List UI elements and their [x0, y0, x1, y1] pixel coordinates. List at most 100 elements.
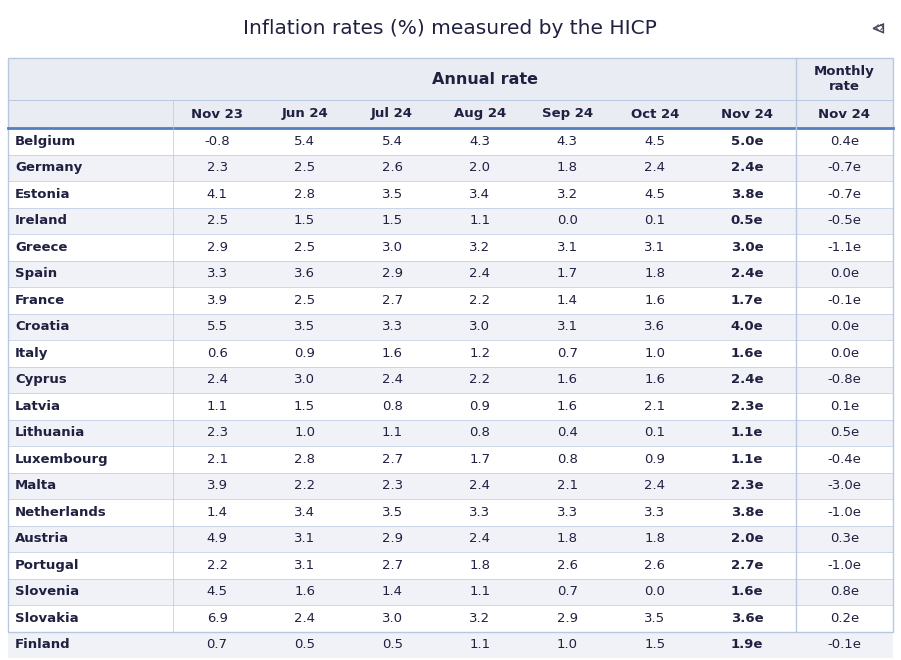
Text: 1.8: 1.8 [557, 532, 578, 545]
Text: 3.0e: 3.0e [731, 241, 763, 253]
Text: 2.4e: 2.4e [731, 161, 763, 174]
Text: 1.1: 1.1 [469, 214, 490, 227]
Text: 1.6e: 1.6e [731, 585, 763, 598]
Text: 2.7e: 2.7e [731, 559, 763, 572]
Text: 1.6: 1.6 [382, 346, 403, 360]
Text: 2.2: 2.2 [294, 479, 315, 492]
Text: 4.9: 4.9 [206, 532, 228, 545]
Text: 3.3: 3.3 [206, 267, 228, 280]
Text: 1.6: 1.6 [644, 294, 665, 307]
Text: 2.3: 2.3 [206, 426, 228, 440]
Text: -0.7e: -0.7e [827, 161, 861, 174]
Text: 2.4e: 2.4e [731, 374, 763, 386]
Text: -0.1e: -0.1e [827, 294, 861, 307]
Text: 1.7e: 1.7e [731, 294, 763, 307]
Text: 2.3: 2.3 [382, 479, 403, 492]
Text: 1.6: 1.6 [557, 374, 578, 386]
Text: 1.1: 1.1 [382, 426, 403, 440]
Text: 0.0e: 0.0e [830, 320, 859, 333]
Text: 0.9: 0.9 [644, 453, 665, 466]
Text: 3.3: 3.3 [644, 506, 665, 519]
Text: 4.5: 4.5 [206, 585, 228, 598]
Text: 2.5: 2.5 [206, 214, 228, 227]
Text: 4.5: 4.5 [644, 135, 665, 148]
Text: 2.4: 2.4 [469, 479, 490, 492]
Text: Germany: Germany [15, 161, 82, 174]
Text: Nov 24: Nov 24 [818, 108, 870, 121]
Text: 2.0e: 2.0e [731, 532, 763, 545]
Text: 0.8: 0.8 [557, 453, 578, 466]
Text: 1.5: 1.5 [294, 214, 315, 227]
Text: 2.5: 2.5 [294, 294, 315, 307]
Text: Monthly
rate: Monthly rate [814, 65, 875, 94]
Text: 2.4: 2.4 [382, 374, 403, 386]
Text: -1.1e: -1.1e [827, 241, 861, 253]
Text: 3.4: 3.4 [469, 187, 490, 201]
Text: 1.6: 1.6 [294, 585, 315, 598]
Text: 3.0: 3.0 [382, 241, 403, 253]
Text: 0.1: 0.1 [644, 214, 665, 227]
Text: 0.4e: 0.4e [830, 135, 859, 148]
Text: 2.4: 2.4 [469, 267, 490, 280]
Bar [8, 393, 893, 420]
Text: 0.5e: 0.5e [830, 426, 859, 440]
Text: -1.0e: -1.0e [827, 506, 861, 519]
Text: -0.5e: -0.5e [827, 214, 861, 227]
Bar [8, 420, 893, 446]
Bar [8, 499, 893, 525]
Text: 0.0e: 0.0e [830, 346, 859, 360]
Text: 2.5: 2.5 [294, 161, 315, 174]
Text: 1.0: 1.0 [294, 426, 315, 440]
Bar [8, 632, 893, 658]
Text: 2.1: 2.1 [206, 453, 228, 466]
Text: Jul 24: Jul 24 [371, 108, 414, 121]
Text: ‹›: ‹› [874, 20, 886, 36]
Text: 3.2: 3.2 [469, 612, 490, 625]
Text: Lithuania: Lithuania [15, 426, 86, 440]
Text: 1.1: 1.1 [469, 585, 490, 598]
Text: 2.3e: 2.3e [731, 400, 763, 412]
Text: 2.7: 2.7 [382, 294, 403, 307]
Text: 3.5: 3.5 [294, 320, 315, 333]
Bar [8, 207, 893, 234]
Bar [8, 58, 893, 632]
Text: 2.7: 2.7 [382, 559, 403, 572]
Text: 3.0: 3.0 [382, 612, 403, 625]
Text: 5.4: 5.4 [382, 135, 403, 148]
Text: 1.8: 1.8 [469, 559, 490, 572]
Text: 0.5e: 0.5e [731, 214, 763, 227]
Text: 4.3: 4.3 [557, 135, 578, 148]
Text: 1.8: 1.8 [557, 161, 578, 174]
Text: 5.4: 5.4 [294, 135, 315, 148]
Text: 3.5: 3.5 [382, 187, 403, 201]
Text: 2.4e: 2.4e [731, 267, 763, 280]
Text: 1.8: 1.8 [644, 532, 665, 545]
Text: 3.9: 3.9 [206, 294, 228, 307]
Text: 0.7: 0.7 [557, 346, 578, 360]
Bar [8, 605, 893, 632]
Text: 0.3e: 0.3e [830, 532, 859, 545]
Text: 2.8: 2.8 [294, 453, 315, 466]
Text: Oct 24: Oct 24 [631, 108, 679, 121]
Text: 0.2e: 0.2e [830, 612, 859, 625]
Text: 5.5: 5.5 [206, 320, 228, 333]
Text: Italy: Italy [15, 346, 49, 360]
Text: 3.2: 3.2 [557, 187, 578, 201]
Text: 3.0: 3.0 [294, 374, 315, 386]
Text: 2.5: 2.5 [294, 241, 315, 253]
Text: 3.8e: 3.8e [731, 506, 763, 519]
Bar [8, 154, 893, 181]
Text: Malta: Malta [15, 479, 57, 492]
Text: 2.3e: 2.3e [731, 479, 763, 492]
Text: 4.1: 4.1 [206, 187, 228, 201]
Text: Nov 24: Nov 24 [721, 108, 773, 121]
Bar [8, 579, 893, 605]
Text: 2.4: 2.4 [644, 161, 665, 174]
Text: 3.4: 3.4 [294, 506, 315, 519]
Text: 0.1: 0.1 [644, 426, 665, 440]
Text: 0.0: 0.0 [644, 585, 665, 598]
Text: Netherlands: Netherlands [15, 506, 106, 519]
Text: Luxembourg: Luxembourg [15, 453, 109, 466]
Text: 1.2: 1.2 [469, 346, 490, 360]
Text: 2.8: 2.8 [294, 187, 315, 201]
